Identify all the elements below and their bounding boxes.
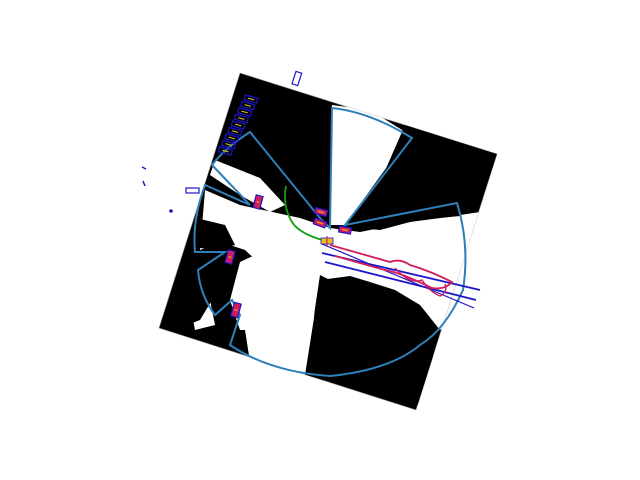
lane-line — [321, 243, 475, 309]
agent-marker — [169, 209, 173, 213]
agent-heading — [247, 97, 255, 101]
lane-line — [324, 261, 477, 301]
travelled-trajectory — [283, 185, 331, 243]
agent-marker — [142, 180, 146, 187]
agent-marker — [141, 166, 147, 170]
agent-box — [185, 187, 200, 194]
agent-heading — [222, 149, 229, 153]
ego-vehicle — [320, 236, 334, 246]
parked-vehicle-cluster — [217, 94, 259, 156]
free-strip-west — [210, 160, 285, 212]
predicted-path — [329, 244, 454, 297]
agent-heading — [244, 104, 252, 107]
obstacle-northeast-block — [360, 125, 497, 230]
agent-box — [236, 107, 253, 117]
agent-heading — [231, 130, 239, 133]
free-wedge-south — [262, 248, 318, 372]
agent-box — [220, 139, 237, 150]
agent-box — [224, 133, 240, 143]
predicted-path-main — [329, 244, 454, 290]
agent-heading — [225, 143, 232, 146]
agent-heading — [228, 256, 232, 258]
agent-heading — [317, 210, 325, 214]
agent-heading — [341, 228, 349, 232]
obstacle-regions — [180, 125, 497, 405]
agent-box — [243, 94, 259, 104]
obstacle-west-block — [196, 218, 235, 250]
agent-box — [233, 113, 250, 124]
detected-agents — [224, 194, 353, 319]
predicted-path-secondary — [394, 267, 447, 297]
agent-box — [227, 126, 243, 137]
agent-heading — [234, 123, 242, 127]
agent-heading — [238, 117, 245, 120]
obstacle-south-block — [305, 276, 440, 405]
agent-box — [217, 146, 234, 156]
agent-heading — [228, 136, 236, 140]
lidar-scan-outline — [193, 106, 467, 378]
outside-detections — [141, 70, 303, 213]
agent-heading — [241, 110, 248, 114]
agent-heading — [317, 221, 323, 225]
agent-heading — [234, 309, 238, 311]
agent-box — [291, 70, 303, 87]
agent-box — [230, 120, 246, 130]
free-corridor-north — [330, 105, 410, 225]
agent-heading — [256, 201, 260, 203]
agent-box — [240, 100, 256, 111]
